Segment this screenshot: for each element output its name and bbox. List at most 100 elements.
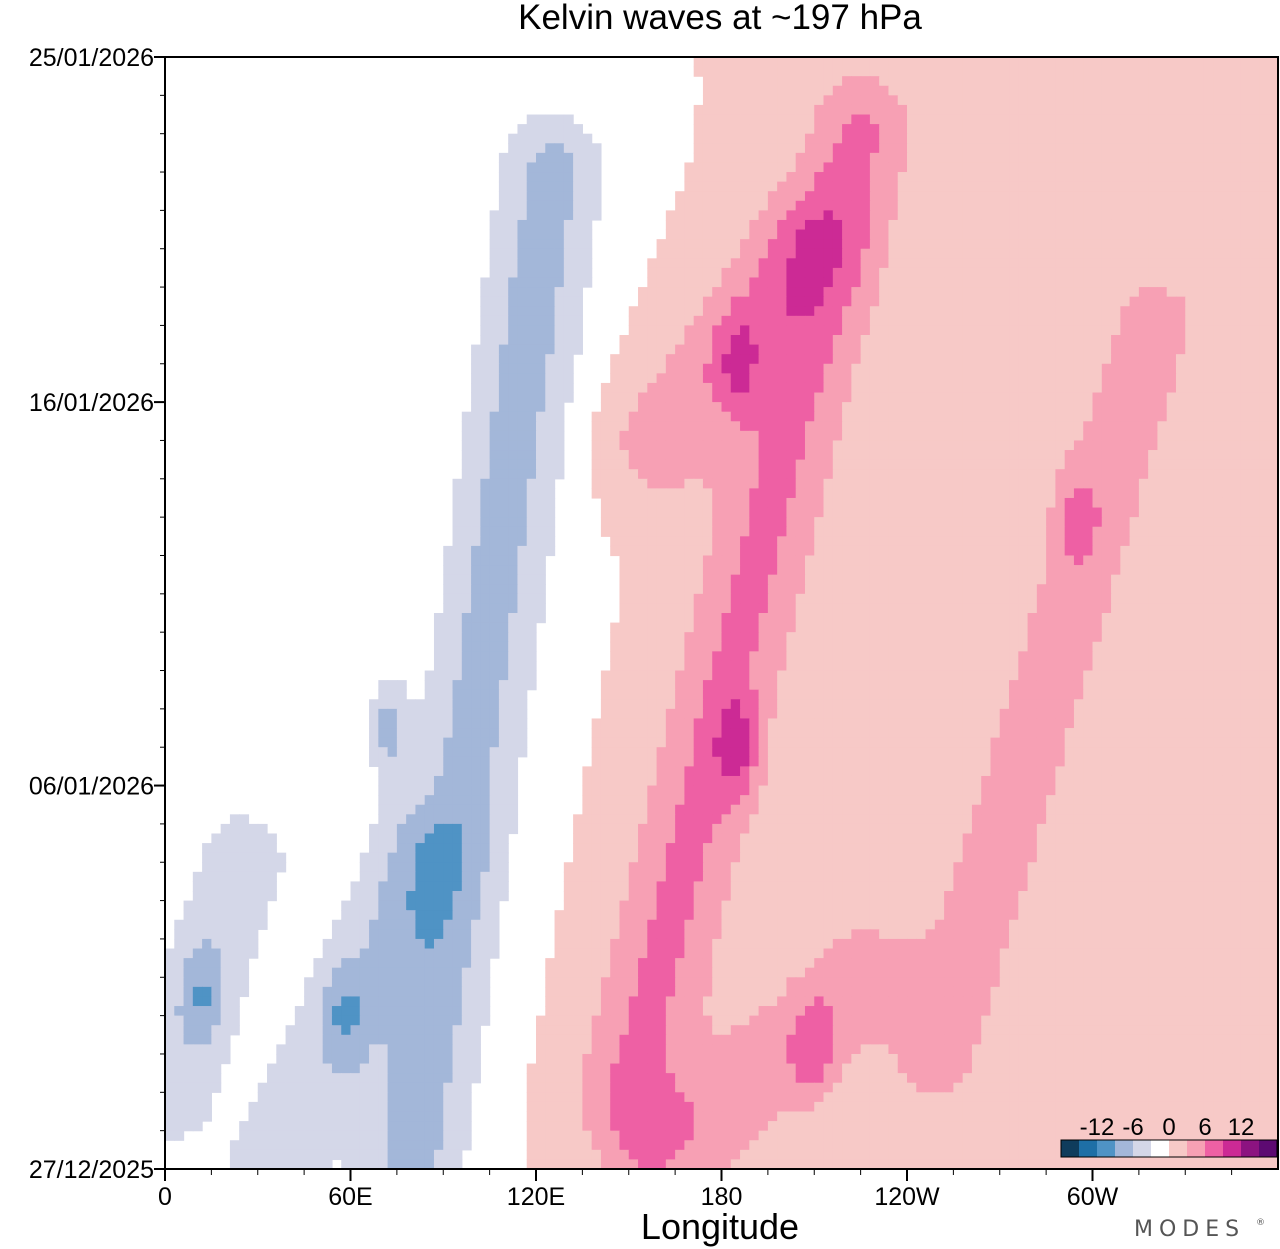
field-cell (999, 641, 1010, 652)
field-cell (545, 229, 556, 240)
field-cell (480, 574, 491, 585)
field-cell (1231, 411, 1242, 422)
field-cell (897, 306, 908, 317)
field-cell (480, 641, 491, 652)
field-cell (777, 95, 788, 106)
field-cell (823, 248, 834, 259)
field-cell (851, 632, 862, 643)
field-cell (1064, 210, 1075, 221)
field-cell (656, 488, 667, 499)
field-cell (1055, 95, 1066, 106)
field-cell (897, 76, 908, 87)
field-cell (1203, 526, 1214, 537)
field-cell (1166, 497, 1177, 509)
field-cell (1203, 373, 1214, 384)
field-cell (1138, 354, 1149, 365)
field-cell (971, 229, 982, 240)
field-cell (758, 421, 769, 432)
field-cell (786, 632, 797, 643)
field-cell (971, 219, 982, 231)
field-cell (888, 526, 899, 537)
field-cell (721, 95, 732, 106)
field-cell (1222, 574, 1233, 585)
field-cell (508, 277, 519, 288)
field-cell (1073, 181, 1084, 192)
field-cell (1175, 267, 1186, 279)
field-cell (1203, 66, 1214, 77)
field-cell (1046, 152, 1057, 164)
field-cell (498, 354, 509, 365)
field-cell (1194, 613, 1205, 624)
field-cell (498, 402, 509, 413)
field-cell (1175, 565, 1186, 576)
field-cell (1073, 430, 1084, 442)
field-cell (1064, 363, 1075, 374)
field-cell (1018, 315, 1029, 327)
field-cell (498, 555, 509, 566)
field-cell (823, 363, 834, 374)
field-cell (823, 651, 834, 662)
field-cell (1036, 392, 1047, 403)
field-cell (619, 517, 630, 528)
field-cell (860, 392, 871, 403)
field-cell (879, 402, 890, 413)
field-cell (842, 526, 852, 537)
field-cell (925, 133, 936, 144)
field-cell (1250, 584, 1261, 595)
field-cell (1120, 545, 1131, 557)
field-cell (647, 430, 658, 442)
field-cell (1231, 258, 1242, 269)
field-cell (767, 315, 778, 327)
field-cell (990, 574, 1001, 585)
field-cell (675, 277, 686, 288)
field-cell (916, 430, 927, 442)
field-cell (1120, 210, 1131, 221)
field-cell (554, 373, 565, 384)
field-cell (647, 555, 658, 566)
field-cell (545, 459, 556, 470)
field-cell (879, 306, 890, 317)
field-cell (1185, 478, 1196, 489)
field-cell (999, 287, 1010, 298)
field-cell (471, 450, 481, 461)
field-cell (944, 325, 954, 336)
field-cell (879, 622, 890, 633)
field-cell (749, 593, 760, 605)
field-cell (1083, 354, 1094, 365)
field-cell (795, 354, 806, 365)
field-cell (832, 114, 843, 125)
field-cell (953, 152, 964, 164)
field-cell (508, 421, 519, 432)
field-cell (1185, 114, 1196, 125)
field-cell (1027, 497, 1038, 509)
field-cell (1101, 555, 1112, 566)
field-cell (573, 296, 583, 307)
field-cell (1138, 315, 1149, 327)
field-cell (1101, 613, 1112, 624)
field-cell (990, 267, 1001, 279)
field-cell (925, 267, 936, 279)
field-cell (1157, 507, 1168, 518)
field-cell (1250, 76, 1261, 87)
field-cell (1157, 555, 1168, 566)
field-cell (536, 584, 546, 595)
field-cell (452, 526, 463, 537)
field-cell (962, 555, 973, 566)
field-cell (1092, 354, 1103, 365)
field-cell (712, 526, 723, 537)
field-cell (907, 555, 917, 566)
field-cell (925, 545, 936, 557)
field-cell (526, 651, 537, 662)
field-cell (1185, 622, 1196, 633)
field-cell (1157, 239, 1168, 250)
field-cell (545, 219, 556, 231)
field-cell (480, 622, 491, 633)
field-cell (1268, 200, 1278, 211)
field-cell (823, 402, 834, 413)
field-cell (1120, 181, 1131, 192)
field-cell (656, 382, 667, 394)
field-cell (897, 392, 908, 403)
field-cell (1259, 200, 1270, 211)
field-cell (712, 344, 723, 355)
field-cell (693, 277, 704, 288)
